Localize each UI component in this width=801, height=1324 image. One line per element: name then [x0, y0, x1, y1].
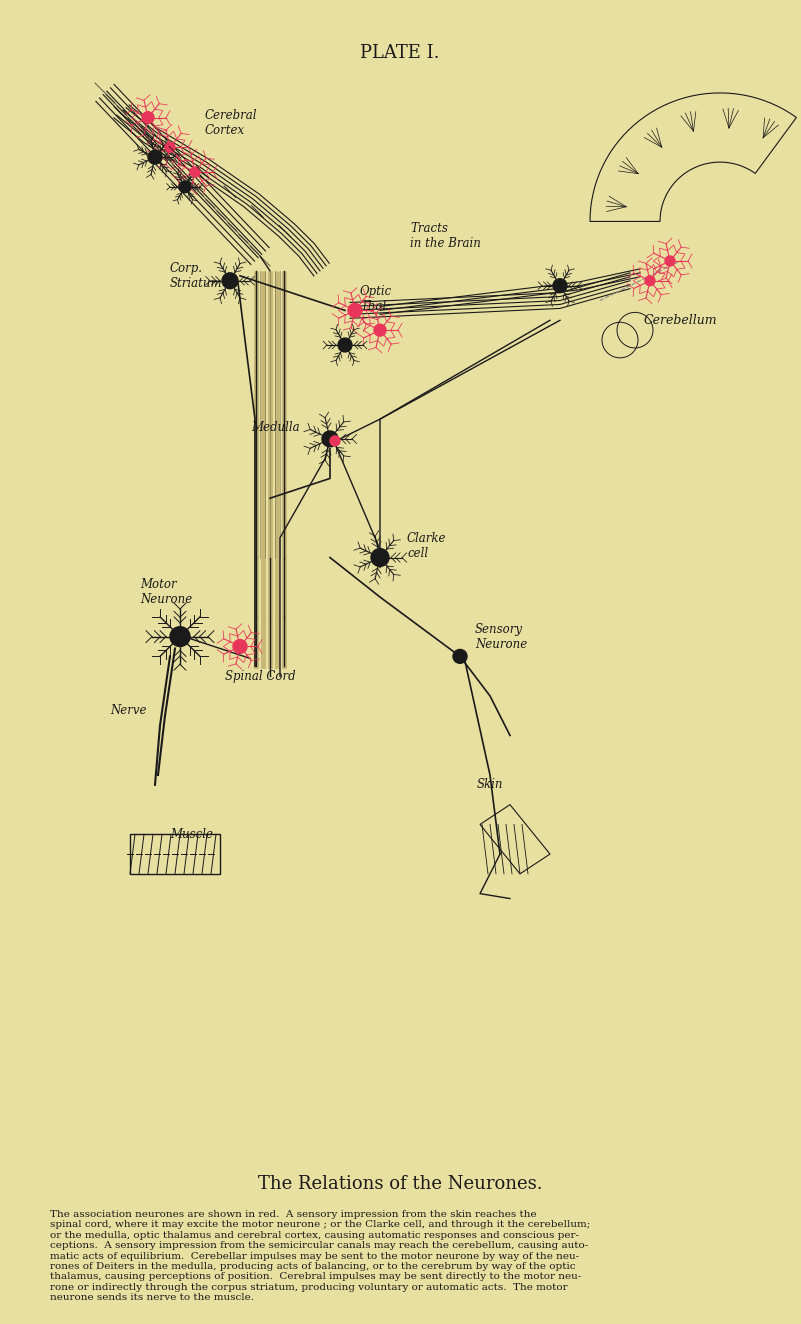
- Circle shape: [453, 650, 467, 663]
- Text: Cerebellum: Cerebellum: [643, 314, 717, 327]
- Text: Skin: Skin: [477, 779, 503, 792]
- Text: Nerve: Nerve: [110, 704, 147, 718]
- Circle shape: [645, 275, 655, 286]
- Circle shape: [179, 181, 191, 193]
- Circle shape: [322, 432, 338, 446]
- Text: The Relations of the Neurones.: The Relations of the Neurones.: [258, 1176, 542, 1193]
- Circle shape: [170, 626, 190, 646]
- Text: Muscle: Muscle: [170, 828, 213, 841]
- Circle shape: [330, 436, 340, 446]
- Circle shape: [553, 279, 567, 293]
- Text: Corp.
Striatum: Corp. Striatum: [170, 262, 223, 290]
- Text: Optic
Thal.: Optic Thal.: [360, 285, 392, 312]
- Circle shape: [374, 324, 386, 336]
- Circle shape: [142, 111, 154, 123]
- Text: Sensory
Neurone: Sensory Neurone: [475, 622, 527, 650]
- Circle shape: [148, 150, 162, 164]
- Circle shape: [190, 167, 200, 177]
- Text: Medulla: Medulla: [252, 421, 300, 433]
- Circle shape: [233, 639, 247, 654]
- Circle shape: [371, 548, 389, 567]
- Bar: [130, 834, 220, 874]
- Text: The association neurones are shown in red.  A sensory impression from the skin r: The association neurones are shown in re…: [50, 1210, 590, 1301]
- Text: PLATE I.: PLATE I.: [360, 45, 440, 62]
- Text: Motor
Neurone: Motor Neurone: [140, 579, 192, 606]
- Circle shape: [165, 143, 175, 152]
- Circle shape: [348, 303, 362, 318]
- Circle shape: [222, 273, 238, 289]
- Text: Clarke
cell: Clarke cell: [407, 532, 446, 560]
- Text: Spinal Cord: Spinal Cord: [225, 670, 296, 683]
- Text: Tracts
in the Brain: Tracts in the Brain: [410, 222, 481, 250]
- Text: Cerebral
Cortex: Cerebral Cortex: [205, 109, 257, 136]
- Circle shape: [338, 338, 352, 352]
- Circle shape: [665, 256, 675, 266]
